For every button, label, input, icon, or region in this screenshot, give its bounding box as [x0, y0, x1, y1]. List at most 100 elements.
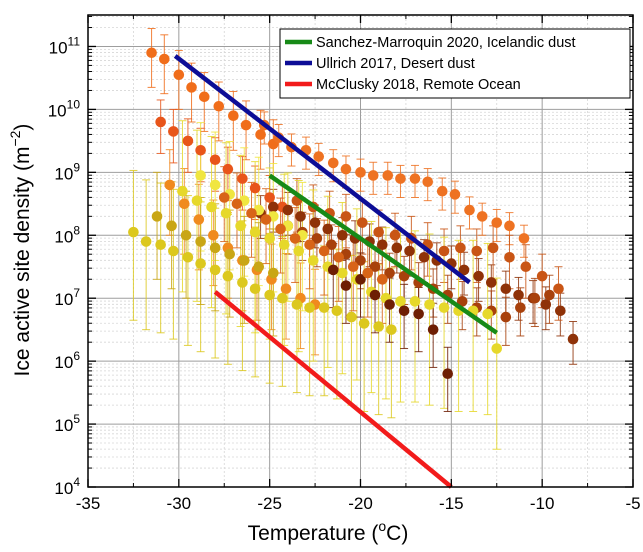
data-point [195, 145, 206, 156]
data-point [513, 289, 524, 301]
data-point [304, 302, 315, 313]
data-point [337, 267, 348, 279]
data-point [369, 261, 381, 273]
data-point [347, 261, 359, 273]
data-point [146, 47, 157, 59]
data-point [418, 251, 430, 263]
x-tick-label: -5 [625, 494, 640, 513]
data-point [473, 270, 484, 282]
data-point [224, 248, 235, 260]
data-point [515, 302, 526, 313]
data-point [249, 182, 261, 194]
data-point [373, 321, 384, 332]
data-point [231, 198, 243, 210]
data-point [362, 267, 374, 279]
data-point [235, 220, 246, 232]
data-point [487, 242, 499, 254]
data-point [369, 289, 381, 301]
data-point [346, 311, 357, 323]
data-point [395, 296, 406, 307]
data-point [337, 229, 348, 241]
data-point [340, 280, 352, 291]
data-point [307, 255, 319, 266]
data-point [280, 283, 292, 295]
x-tick-labels: -35 -30 -25 -20 -15 -10 -5 [76, 494, 641, 513]
data-point [413, 308, 424, 320]
data-point [213, 100, 225, 112]
data-point [327, 157, 339, 169]
data-point [398, 270, 410, 282]
data-point [536, 270, 548, 282]
data-point [178, 198, 190, 210]
data-point [518, 233, 530, 244]
data-point [355, 167, 366, 178]
data-point [471, 245, 483, 257]
y-tick-label: 109 [54, 160, 80, 183]
data-point [222, 163, 234, 175]
data-point [155, 116, 166, 128]
data-point [240, 119, 252, 131]
y-tick-label: 105 [54, 412, 80, 435]
y-axis-title: Ice active site density (m−2) [7, 124, 34, 377]
data-point [398, 305, 410, 317]
data-point [409, 296, 421, 307]
data-point [357, 217, 368, 228]
legend: Sanchez-Marroquin 2020, Icelandic dust Ul… [279, 28, 631, 99]
data-point [177, 185, 188, 197]
data-point [195, 170, 206, 181]
y-tick-label: 107 [54, 286, 80, 309]
data-point [198, 91, 210, 103]
x-tick-label: -25 [257, 494, 282, 513]
legend-label: Ullrich 2017, Desert dust [316, 56, 475, 72]
data-point [540, 299, 552, 310]
data-point [427, 324, 439, 335]
data-point [438, 245, 450, 257]
data-point [264, 289, 275, 301]
data-point [377, 239, 388, 251]
data-point [355, 274, 366, 285]
reference-line [173, 54, 471, 285]
data-point [504, 251, 515, 263]
y-tick-labels: 104 105 106 107 108 109 1010 1011 [48, 34, 81, 498]
data-point [155, 239, 166, 251]
data-point [195, 236, 206, 247]
data-point [555, 305, 566, 317]
data-point [373, 226, 384, 238]
data-point [238, 255, 250, 266]
data-point [567, 333, 579, 345]
data-point [249, 226, 261, 238]
data-point [166, 220, 177, 232]
x-tick-label: -30 [167, 494, 192, 513]
legend-label: McClusky 2018, Remote Ocean [316, 77, 521, 93]
data-point [458, 264, 470, 276]
data-point [168, 245, 179, 257]
reference-line [213, 290, 453, 489]
x-tick-label: -35 [76, 494, 101, 513]
data-point [311, 233, 323, 244]
y-tick-label: 1010 [48, 97, 81, 120]
data-point [140, 236, 152, 247]
x-tick-label: -15 [439, 494, 464, 513]
data-point [358, 318, 370, 329]
data-point [209, 264, 221, 276]
data-point [180, 229, 192, 241]
data-point [500, 283, 512, 295]
data-point [206, 201, 217, 213]
data-point [436, 185, 448, 197]
data-point [382, 170, 394, 181]
data-point [486, 277, 497, 288]
x-axis-title: Temperature (oC) [248, 518, 409, 545]
data-point [318, 245, 330, 257]
legend-label: Sanchez-Marroquin 2020, Icelandic dust [316, 35, 576, 51]
legend-box [279, 28, 631, 99]
data-point [191, 195, 203, 206]
data-point [255, 129, 266, 140]
data-point [395, 173, 406, 184]
data-point [340, 163, 352, 175]
data-point [326, 239, 337, 251]
data-point [151, 211, 163, 222]
data-point [422, 176, 434, 188]
data-point [268, 201, 279, 213]
data-point [195, 258, 206, 269]
